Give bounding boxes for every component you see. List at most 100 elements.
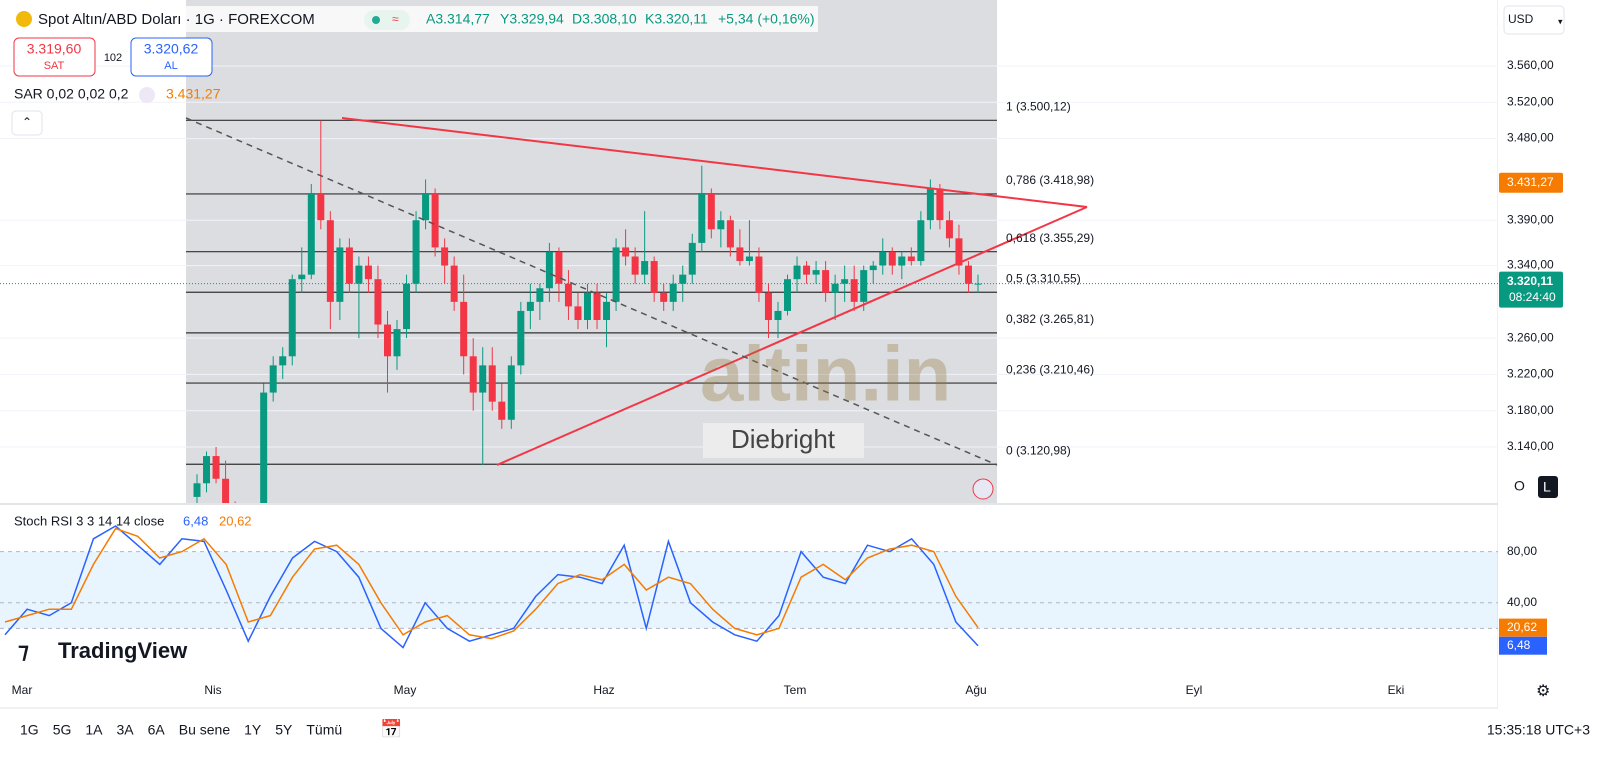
candle-body — [498, 401, 506, 420]
candle-body — [755, 256, 763, 293]
stoch-d: 20,62 — [219, 513, 252, 528]
x-tick-label: Eki — [1388, 683, 1405, 697]
y-tick-label: 3.220,00 — [1507, 367, 1554, 381]
candle-body — [431, 193, 439, 248]
range-button[interactable]: Tümü — [306, 722, 342, 738]
status-pill — [364, 10, 410, 30]
candle-body — [203, 456, 211, 484]
fib-label: 0,786 (3.418,98) — [1006, 173, 1094, 187]
y-tick-label: 3.180,00 — [1507, 403, 1554, 417]
author: Diebright — [731, 424, 836, 454]
candle-body — [603, 301, 611, 320]
ohlc-close: K3.320,11 — [645, 11, 708, 27]
candle-body — [269, 365, 277, 393]
countdown: 08:24:40 — [1509, 290, 1556, 304]
candle-body — [888, 251, 896, 266]
candle-body — [917, 220, 925, 262]
candle-body — [564, 283, 572, 307]
range-button[interactable]: 1Y — [244, 722, 262, 738]
candle-body — [393, 329, 401, 357]
candle-body — [536, 288, 544, 302]
candle-body — [631, 256, 639, 275]
candle-body — [279, 356, 287, 366]
candle-body — [450, 265, 458, 302]
l-button[interactable] — [1538, 476, 1558, 498]
candle-body — [383, 324, 391, 357]
range-button[interactable]: 5Y — [275, 722, 293, 738]
candle-body — [660, 292, 668, 302]
spread: 102 — [104, 52, 122, 64]
y-tick-label: 40,00 — [1507, 595, 1537, 609]
event-icon[interactable] — [972, 478, 994, 500]
candle-body — [326, 220, 334, 302]
candle-body — [336, 247, 344, 302]
candle-body — [412, 220, 420, 284]
diagonal-line — [185, 117, 998, 466]
o-button[interactable]: O — [1514, 478, 1525, 494]
stoch-tag-label: 20,62 — [1507, 620, 1537, 634]
author-box — [703, 423, 864, 458]
svg-text:≈: ≈ — [392, 12, 399, 26]
range-button[interactable]: 5G — [53, 722, 72, 738]
candle-body — [622, 247, 630, 257]
clock: 15:35:18 UTC+3 — [1487, 722, 1590, 738]
sell-label: SAT — [44, 60, 65, 72]
candle-body — [831, 283, 839, 293]
range-button[interactable]: 1G — [20, 722, 39, 738]
fib-label: 0,236 (3.210,46) — [1006, 362, 1094, 376]
logo: TradingView — [58, 638, 188, 663]
y-tick-label: 3.390,00 — [1507, 212, 1554, 226]
stoch-band — [0, 551, 1498, 629]
stoch-tag — [1499, 636, 1547, 655]
candle-body — [745, 256, 753, 262]
buy-button[interactable] — [130, 37, 213, 77]
y-tick-label: 3.260,00 — [1507, 330, 1554, 344]
candle-body — [364, 265, 372, 280]
candle-body — [764, 292, 772, 320]
fib-label: 0,5 (3.310,55) — [1006, 271, 1081, 285]
range-button[interactable]: 1A — [85, 722, 103, 738]
ohlc-high: Y3.329,94 — [500, 11, 564, 27]
candle-body — [193, 483, 201, 497]
candle-body — [488, 365, 496, 402]
indicator-icon — [139, 87, 155, 103]
indicator: SAR 0,02 0,02 0,2 — [14, 86, 129, 102]
ohlc-change: +5,34 (+0,16%) — [718, 11, 815, 27]
candle-body — [422, 193, 430, 221]
candle-body — [574, 306, 582, 320]
candle-body — [469, 356, 477, 393]
sell-button[interactable] — [13, 37, 96, 77]
svg-text:L: L — [1543, 479, 1551, 495]
collapse-button[interactable] — [11, 110, 43, 136]
x-tick-label: Eyl — [1186, 683, 1203, 697]
candle-body — [812, 270, 820, 275]
buy-label: AL — [164, 60, 177, 72]
candle-body — [879, 251, 887, 266]
stoch-k: 6,48 — [183, 513, 208, 528]
candle-body — [355, 265, 363, 284]
range-button[interactable]: 6A — [148, 722, 166, 738]
currency-button[interactable] — [1503, 5, 1565, 35]
settings-icon[interactable]: ⚙ — [1536, 683, 1550, 700]
candle-body — [479, 365, 487, 393]
candle-body — [650, 261, 658, 293]
candle-body — [526, 301, 534, 311]
x-tick-label: Tem — [784, 683, 807, 697]
range-button[interactable]: Bu sene — [179, 722, 231, 738]
date-icon[interactable]: 📅 — [380, 718, 402, 739]
candle-body — [907, 256, 915, 262]
candle-body — [212, 456, 220, 479]
range-button[interactable]: 3A — [117, 722, 135, 738]
candle-body — [555, 251, 563, 284]
collapse-icon: ⌃ — [22, 115, 32, 129]
candle-body — [307, 193, 315, 275]
candle-body — [841, 279, 849, 284]
candle-body — [793, 265, 801, 280]
y-tick-label: 3.520,00 — [1507, 94, 1554, 108]
candle-body — [298, 274, 306, 280]
currency: USD — [1508, 12, 1534, 26]
candle-body — [545, 251, 553, 289]
y-tick-label: 3.560,00 — [1507, 58, 1554, 72]
stoch-title: Stoch RSI 3 3 14 14 close — [14, 513, 164, 528]
